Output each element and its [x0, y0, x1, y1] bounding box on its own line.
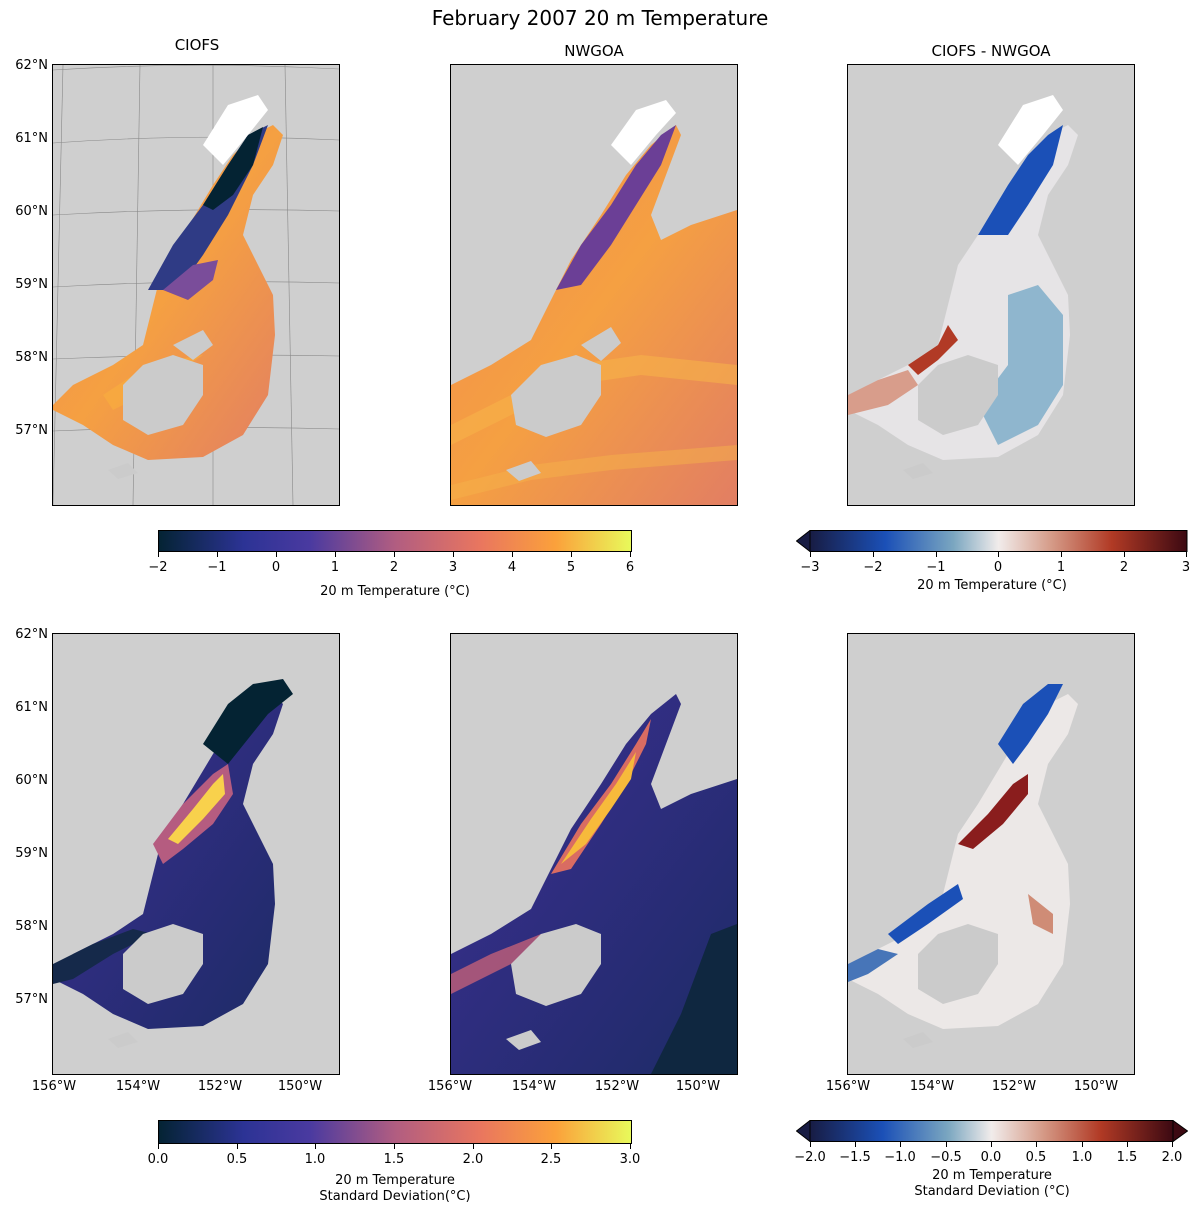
tick: −2 [148, 560, 168, 575]
tick: −2.0 [794, 1150, 826, 1165]
lon-label-152-b: 152°W [594, 1079, 640, 1094]
colorbar-temperature-difference [796, 530, 1188, 552]
tick: 2.0 [462, 1152, 484, 1167]
tick: 4 [507, 560, 517, 575]
tick: −3 [800, 560, 820, 575]
lon-label-150-b: 150°W [675, 1079, 721, 1094]
tick: 1 [1056, 560, 1066, 575]
colorbar-std [158, 1120, 632, 1144]
colorbar-temperature [158, 530, 632, 552]
colorbar-std-difference-label-line1: 20 m Temperature [932, 1168, 1052, 1183]
tick: 2 [389, 560, 399, 575]
tick: −2 [863, 560, 883, 575]
lat-label-57-bottom: 57°N [15, 992, 48, 1007]
lon-label-152-c: 152°W [991, 1079, 1037, 1094]
tick: −1.0 [884, 1150, 916, 1165]
lat-label-59-bottom: 59°N [15, 846, 48, 861]
lat-label-60-top: 60°N [15, 204, 48, 219]
colorbar-temperature-difference-ticks: −3 −2 −1 0 1 2 3 [800, 552, 1190, 575]
map-nwgoa-temperature [450, 64, 738, 506]
tick: −0.5 [930, 1150, 962, 1165]
lat-label-58-top: 58°N [15, 350, 48, 365]
map-ciofs-std [52, 633, 340, 1075]
lon-label-156-a: 156°W [31, 1079, 77, 1094]
lon-label-154-a: 154°W [115, 1079, 161, 1094]
map-ciofs-temperature [52, 64, 340, 506]
tick: −1 [926, 560, 946, 575]
lat-label-61-top: 61°N [15, 131, 48, 146]
tick: 3 [1181, 560, 1191, 575]
tick: 1 [330, 560, 340, 575]
lat-label-61-bottom: 61°N [15, 700, 48, 715]
colorbar-temperature-label: 20 m Temperature (°C) [320, 584, 470, 599]
tick: 0.0 [980, 1150, 1002, 1165]
tick: 2.0 [1161, 1150, 1183, 1165]
lat-label-62-top: 62°N [15, 58, 48, 73]
lat-label-62-bottom: 62°N [15, 627, 48, 642]
lon-label-154-b: 154°W [511, 1079, 557, 1094]
lat-label-59-top: 59°N [15, 277, 48, 292]
tick: −1.5 [839, 1150, 871, 1165]
tick: 0 [271, 560, 281, 575]
lat-label-57-top: 57°N [15, 423, 48, 438]
panel-title-difference: CIOFS - NWGOA [931, 42, 1051, 60]
map-nwgoa-std [450, 633, 738, 1075]
lon-label-156-c: 156°W [825, 1079, 871, 1094]
panel-title-ciofs: CIOFS [174, 36, 220, 54]
tick: 0 [993, 560, 1003, 575]
figure-title: February 2007 20 m Temperature [431, 6, 769, 30]
colorbar-std-difference-ticks: −2.0 −1.5 −1.0 −0.5 0.0 0.5 1.0 1.5 2.0 [794, 1142, 1182, 1165]
lat-label-60-bottom: 60°N [15, 773, 48, 788]
lon-label-150-a: 150°W [277, 1079, 323, 1094]
tick: 1.0 [1071, 1150, 1093, 1165]
tick: 3 [448, 560, 458, 575]
tick: 0.0 [147, 1152, 169, 1167]
map-std-difference [847, 633, 1135, 1075]
colorbar-std-ticks: 0.0 0.5 1.0 1.5 2.0 2.5 3.0 [148, 1144, 640, 1167]
tick: 0.5 [226, 1152, 248, 1167]
lat-label-58-bottom: 58°N [15, 919, 48, 934]
colorbar-std-difference-label-line2: Standard Deviation (°C) [914, 1184, 1070, 1199]
tick: 2.5 [540, 1152, 562, 1167]
panel-title-nwgoa: NWGOA [564, 42, 624, 60]
tick: 1.5 [383, 1152, 405, 1167]
tick: 0.5 [1025, 1150, 1047, 1165]
tick: 1.0 [304, 1152, 326, 1167]
lon-label-156-b: 156°W [427, 1079, 473, 1094]
colorbar-std-label-line2: Standard Deviation(°C) [319, 1189, 471, 1204]
colorbar-temperature-difference-label: 20 m Temperature (°C) [917, 578, 1067, 593]
lon-label-152-a: 152°W [197, 1079, 243, 1094]
tick: 3.0 [619, 1152, 641, 1167]
tick: 1.5 [1116, 1150, 1138, 1165]
lon-label-154-c: 154°W [909, 1079, 955, 1094]
tick: −1 [207, 560, 227, 575]
map-temperature-difference [847, 64, 1135, 506]
tick: 5 [566, 560, 576, 575]
colorbar-std-difference [796, 1120, 1188, 1142]
colorbar-std-label-line1: 20 m Temperature [335, 1173, 455, 1188]
tick: 6 [625, 560, 635, 575]
tick: 2 [1119, 560, 1129, 575]
colorbar-temperature-ticks: −2 −1 0 1 2 3 4 5 6 [148, 552, 634, 575]
lon-label-150-c: 150°W [1073, 1079, 1119, 1094]
